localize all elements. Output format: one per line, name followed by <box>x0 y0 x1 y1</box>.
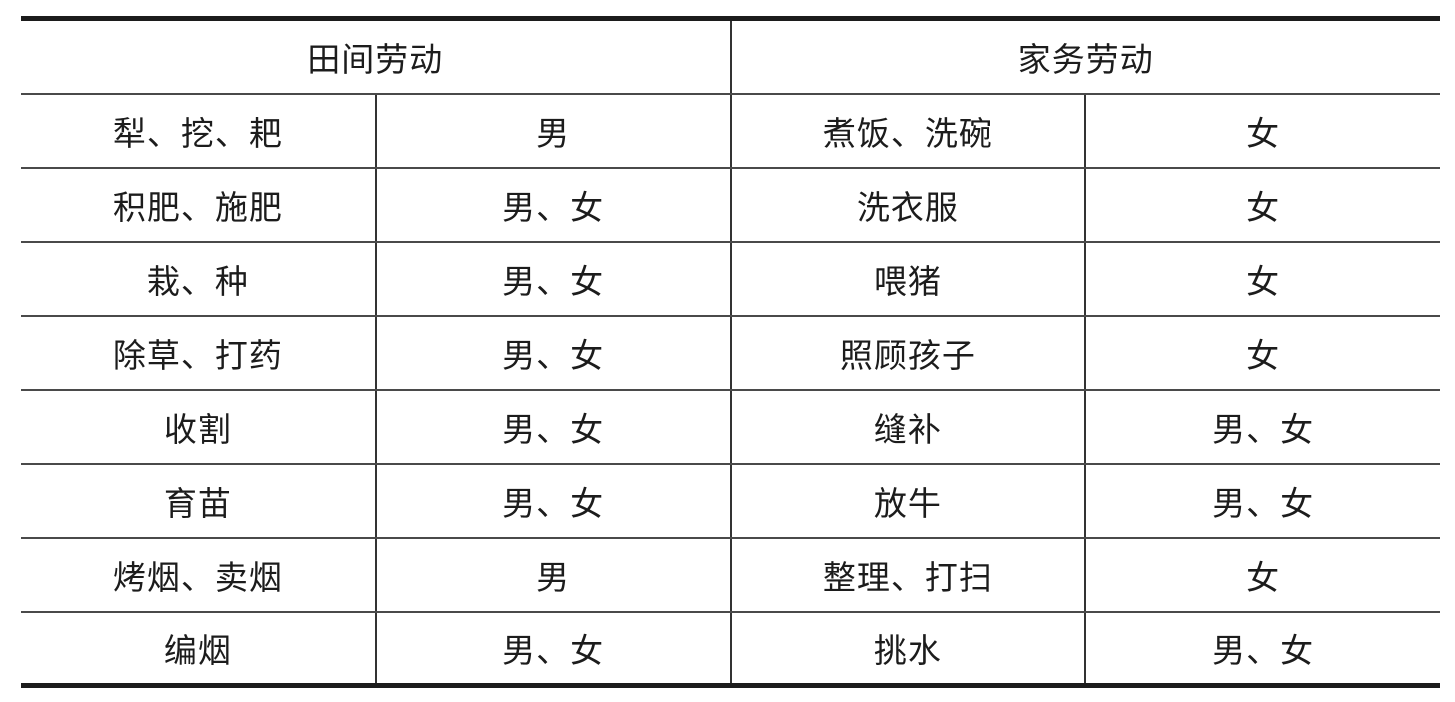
household-who-cell: 男、女 <box>1085 611 1440 687</box>
table-row: 栽、种 男、女 喂猪 女 <box>21 241 1440 317</box>
field-who-cell: 男 <box>375 537 732 613</box>
field-who-cell: 男、女 <box>375 389 732 465</box>
field-task-cell: 犁、挖、耙 <box>21 93 377 169</box>
table-row: 收割 男、女 缝补 男、女 <box>21 389 1440 465</box>
table-row: 除草、打药 男、女 照顾孩子 女 <box>21 315 1440 391</box>
scanned-page: 田间劳动 家务劳动 犁、挖、耙 男 煮饭、洗碗 女 积肥、施肥 男、女 洗衣服 … <box>0 16 1455 702</box>
household-who-cell: 女 <box>1085 315 1440 391</box>
household-who-cell: 男、女 <box>1085 389 1440 465</box>
field-task-cell: 收割 <box>21 389 377 465</box>
household-labor-header: 家务劳动 <box>730 18 1440 95</box>
household-task-cell: 挑水 <box>730 611 1087 687</box>
field-task-cell: 育苗 <box>21 463 377 539</box>
table-header-row: 田间劳动 家务劳动 <box>21 18 1440 95</box>
field-task-cell: 除草、打药 <box>21 315 377 391</box>
table-row: 犁、挖、耙 男 煮饭、洗碗 女 <box>21 93 1440 169</box>
field-task-cell: 积肥、施肥 <box>21 167 377 243</box>
field-who-cell: 男、女 <box>375 167 732 243</box>
table-row: 编烟 男、女 挑水 男、女 <box>21 611 1440 687</box>
field-task-cell: 烤烟、卖烟 <box>21 537 377 613</box>
field-labor-header: 田间劳动 <box>21 18 732 95</box>
field-task-cell: 编烟 <box>21 611 377 687</box>
household-task-cell: 放牛 <box>730 463 1087 539</box>
field-task-cell: 栽、种 <box>21 241 377 317</box>
household-task-cell: 洗衣服 <box>730 167 1087 243</box>
field-who-cell: 男 <box>375 93 732 169</box>
household-who-cell: 男、女 <box>1085 463 1440 539</box>
table-row: 育苗 男、女 放牛 男、女 <box>21 463 1440 539</box>
household-task-cell: 照顾孩子 <box>730 315 1087 391</box>
household-task-cell: 煮饭、洗碗 <box>730 93 1087 169</box>
household-task-cell: 喂猪 <box>730 241 1087 317</box>
labor-division-table: 田间劳动 家务劳动 犁、挖、耙 男 煮饭、洗碗 女 积肥、施肥 男、女 洗衣服 … <box>21 16 1440 688</box>
field-who-cell: 男、女 <box>375 315 732 391</box>
household-who-cell: 女 <box>1085 167 1440 243</box>
field-who-cell: 男、女 <box>375 463 732 539</box>
field-who-cell: 男、女 <box>375 611 732 687</box>
household-task-cell: 缝补 <box>730 389 1087 465</box>
table-row: 烤烟、卖烟 男 整理、打扫 女 <box>21 537 1440 613</box>
household-task-cell: 整理、打扫 <box>730 537 1087 613</box>
table-row: 积肥、施肥 男、女 洗衣服 女 <box>21 167 1440 243</box>
household-who-cell: 女 <box>1085 241 1440 317</box>
household-who-cell: 女 <box>1085 93 1440 169</box>
household-who-cell: 女 <box>1085 537 1440 613</box>
field-who-cell: 男、女 <box>375 241 732 317</box>
